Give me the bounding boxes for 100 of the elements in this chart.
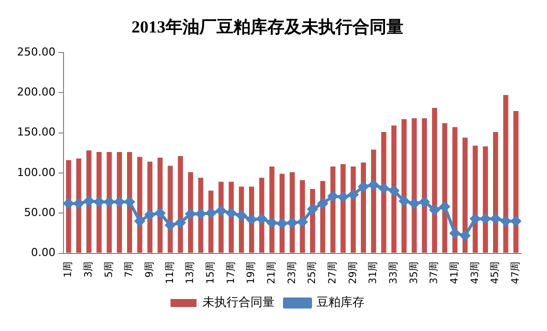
point <box>216 206 226 216</box>
bar <box>116 152 122 253</box>
bar <box>452 127 458 253</box>
bar <box>96 152 102 253</box>
bar <box>158 158 163 253</box>
x-tick-label: 1周 <box>63 261 74 278</box>
x-tick-label: 17周 <box>226 261 237 284</box>
point <box>186 208 196 219</box>
bar <box>462 138 468 253</box>
point <box>114 196 124 207</box>
y-tick-label: 0.00 <box>30 246 56 260</box>
point <box>399 196 410 206</box>
bar <box>513 111 518 253</box>
point <box>124 196 135 207</box>
point <box>266 218 277 228</box>
bar <box>472 146 478 253</box>
point <box>256 214 267 224</box>
point <box>338 192 348 202</box>
legend-label: 未执行合同量 <box>202 295 274 310</box>
point <box>297 216 308 227</box>
point <box>144 210 155 220</box>
point <box>226 208 236 218</box>
bar <box>106 152 112 253</box>
x-tick-label: 3周 <box>84 261 94 278</box>
point <box>165 220 176 230</box>
x-tick-label: 29周 <box>348 261 359 284</box>
chart-title: 2013年油厂豆粕库存及未执行合同量 <box>132 18 404 37</box>
bar <box>178 156 183 253</box>
point <box>419 196 430 207</box>
point <box>430 204 440 215</box>
x-tick-label: 7周 <box>124 261 136 278</box>
point <box>440 202 450 212</box>
point <box>510 216 521 226</box>
point <box>368 180 379 190</box>
legend-label: 豆粕库存 <box>316 295 364 310</box>
bar <box>86 150 92 253</box>
point <box>277 218 288 229</box>
point <box>490 214 501 224</box>
bar <box>442 123 448 253</box>
x-tick-label: 21周 <box>266 261 278 284</box>
bar <box>432 108 438 253</box>
point <box>460 230 470 241</box>
x-tick-label: 5周 <box>104 261 115 278</box>
x-tick-label: 25周 <box>307 261 318 284</box>
y-tick-label: 100.00 <box>16 166 56 179</box>
bar <box>371 150 376 253</box>
bar <box>503 94 508 253</box>
x-tick-label: 15周 <box>206 261 217 284</box>
point <box>500 216 511 226</box>
point <box>470 214 480 224</box>
point <box>84 196 94 206</box>
bar <box>493 132 498 253</box>
y-tick-label: 150.00 <box>16 126 56 139</box>
point <box>328 191 338 202</box>
x-tick-label: 27周 <box>328 261 339 284</box>
bar <box>350 166 356 253</box>
x-tick-label: 23周 <box>286 261 298 284</box>
point <box>74 198 84 208</box>
point <box>358 182 368 192</box>
bar <box>391 126 396 253</box>
point <box>318 198 328 208</box>
y-tick-label: 50.00 <box>24 206 56 219</box>
x-tick-label: 9周 <box>144 261 156 278</box>
x-tick-label: 35周 <box>408 261 420 284</box>
bar <box>76 158 82 253</box>
point <box>388 186 399 196</box>
point <box>246 214 257 225</box>
bar <box>137 156 142 253</box>
point <box>64 198 74 208</box>
bar <box>381 132 386 253</box>
point <box>378 183 389 194</box>
point <box>155 208 166 218</box>
bar <box>422 118 427 253</box>
point <box>450 228 460 238</box>
point <box>206 208 216 218</box>
y-tick-label: 200.00 <box>16 85 56 98</box>
bar <box>402 119 407 253</box>
x-tick-label: 31周 <box>368 261 380 284</box>
point <box>236 210 246 221</box>
point <box>287 218 298 228</box>
point <box>94 196 104 207</box>
x-tick-label: 45周 <box>490 261 502 284</box>
point <box>480 214 490 224</box>
x-tick-label: 41周 <box>450 261 461 284</box>
x-tick-label: 13周 <box>185 261 196 284</box>
x-tick-label: 11周 <box>164 261 176 284</box>
bar <box>482 146 488 253</box>
point <box>134 216 145 226</box>
point <box>104 196 114 207</box>
point <box>196 208 206 219</box>
x-tick-label: 19周 <box>246 261 258 284</box>
x-tick-label: 47周 <box>510 261 522 284</box>
point <box>348 190 358 200</box>
point <box>409 198 420 208</box>
y-tick-label: 250.00 <box>16 45 56 58</box>
x-tick-label: 37周 <box>429 261 440 284</box>
x-tick-label: 43周 <box>470 261 481 284</box>
x-tick-label: 33周 <box>388 261 400 284</box>
bar <box>412 118 417 253</box>
point <box>175 218 186 228</box>
